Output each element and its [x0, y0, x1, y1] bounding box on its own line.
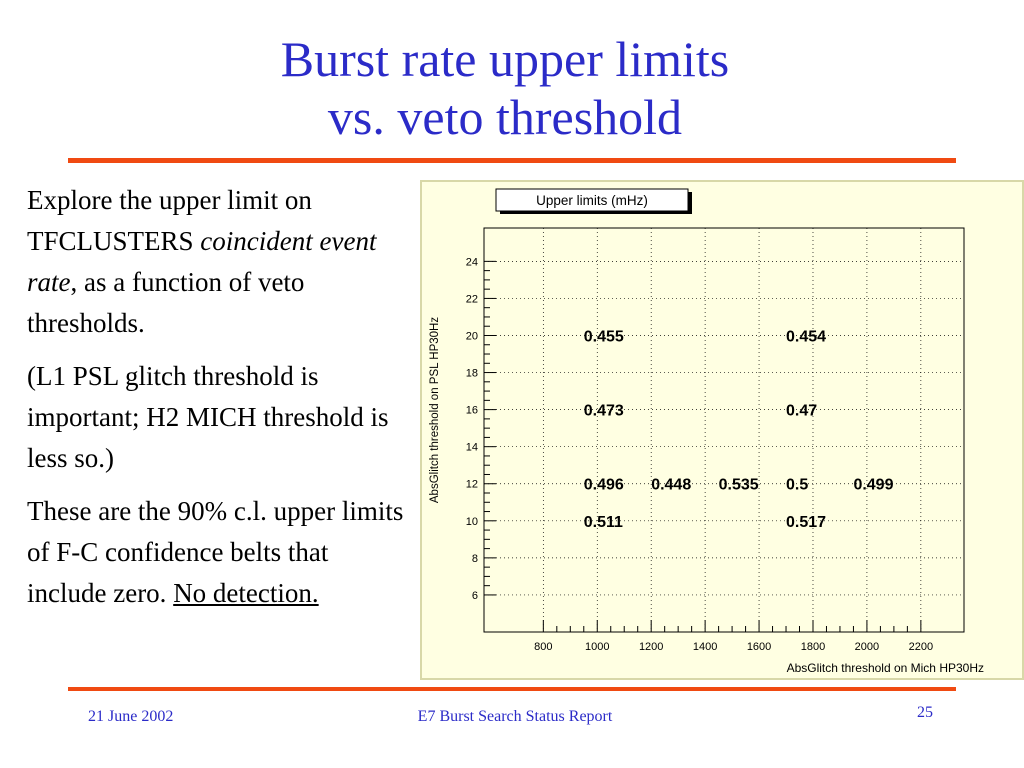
slide-title-line-2: vs. veto threshold: [327, 89, 683, 145]
data-label: 0.496: [584, 477, 624, 494]
plot-frame: [483, 227, 965, 633]
paragraph-explore-text-a: Explore the upper limit on TFCLUSTERS: [27, 185, 312, 256]
y-tick-label: 6: [472, 590, 478, 602]
footer-report-title: E7 Burst Search Status Report: [417, 708, 613, 725]
y-tick-label: 14: [466, 442, 478, 454]
paragraph-limits: These are the 90% c.l. upper limits of F…: [27, 491, 407, 614]
y-tick-label: 10: [466, 516, 478, 528]
data-label: 0.454: [786, 328, 826, 345]
data-label: 0.448: [651, 477, 691, 494]
x-axis-title: AbsGlitch threshold on Mich HP30Hz: [787, 661, 984, 675]
y-tick-label: 18: [466, 368, 478, 380]
data-label: 0.455: [584, 328, 624, 345]
page-number: 25: [917, 704, 933, 721]
x-tick-label: 1600: [747, 641, 771, 653]
paragraph-explore-emphasis: coincident event rate: [27, 226, 377, 297]
paragraph-explore-text-b: , as a function of veto thresholds.: [27, 267, 305, 338]
upper-limits-chart: 800 1000 1200 1400 1600 1800 2000 2200 6 8 10 12 14 1…: [429, 188, 984, 675]
x-tick-label: 800: [534, 641, 552, 653]
x-tick-label: 2000: [855, 641, 879, 653]
y-tick-label: 8: [472, 553, 478, 565]
x-tick-label: 1200: [639, 641, 663, 653]
slide-title-line-1: Burst rate upper limits: [280, 31, 730, 87]
title-divider: [68, 158, 956, 163]
y-tick-label: 22: [466, 293, 478, 305]
no-detection-text: No detection.: [173, 578, 319, 608]
slide-title: Burst rate upper limits vs. veto thresho…: [0, 30, 1010, 146]
chart-title: Upper limits (mHz): [536, 193, 648, 208]
body-text: Explore the upper limit on TFCLUSTERS co…: [27, 180, 407, 626]
chart-panel: 800 1000 1200 1400 1600 1800 2000 2200 6 8 10 12 14 1…: [420, 180, 1024, 680]
y-tick-label: 24: [466, 256, 478, 268]
data-label: 0.47: [786, 403, 817, 420]
data-label: 0.473: [584, 403, 624, 420]
x-tick-label: 1800: [801, 641, 825, 653]
x-tick-label: 1000: [585, 641, 609, 653]
footer-divider: [68, 687, 956, 691]
y-tick-label: 16: [466, 405, 478, 417]
chart-title-box: [495, 188, 689, 212]
footer-date: 21 June 2002: [88, 708, 174, 725]
data-label: 0.517: [786, 514, 826, 531]
x-tick-label: 2200: [909, 641, 933, 653]
data-label: 0.511: [584, 514, 623, 531]
x-tick-label: 1400: [693, 641, 717, 653]
paragraph-explore: Explore the upper limit on TFCLUSTERS co…: [27, 180, 407, 344]
paragraph-note: (L1 PSL glitch threshold is important; H…: [27, 361, 389, 473]
y-tick-label: 12: [466, 479, 478, 491]
data-label: 0.5: [786, 477, 808, 494]
y-tick-label: 20: [466, 330, 478, 342]
y-axis-title: AbsGlitch threshold on PSL HP30Hz: [429, 317, 441, 503]
data-label: 0.499: [853, 477, 893, 494]
data-label: 0.535: [719, 477, 759, 494]
paragraph-limits-text: These are the 90% c.l. upper limits of F…: [27, 496, 404, 608]
